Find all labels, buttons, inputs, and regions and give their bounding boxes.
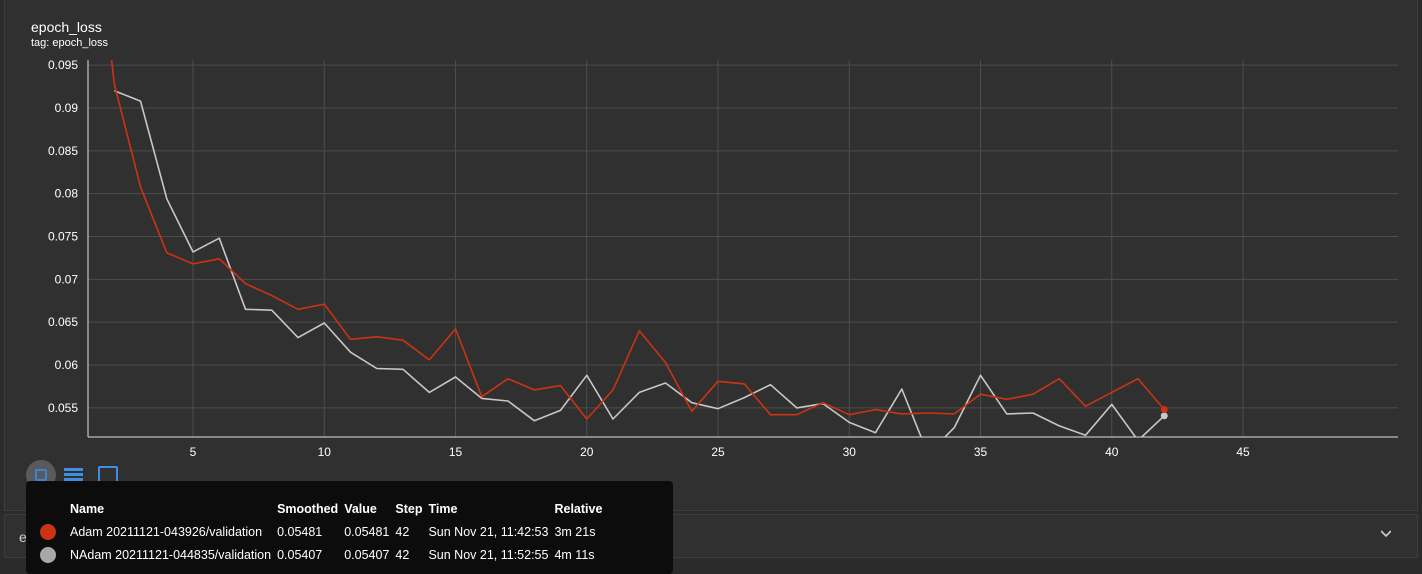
- x-tick-label: 35: [974, 445, 988, 459]
- row-value: 0.05481: [344, 524, 390, 539]
- x-tick-label: 25: [711, 445, 725, 459]
- y-tick-label: 0.075: [48, 230, 78, 244]
- x-tick-label: 15: [449, 445, 463, 459]
- row-step: 42: [395, 524, 410, 539]
- row-relative: 3m 21s: [554, 524, 596, 539]
- y-tick-label: 0.06: [55, 358, 79, 372]
- x-tick-label: 5: [190, 445, 197, 459]
- series-endpoint: [1160, 405, 1168, 413]
- row-relative: 4m 11s: [554, 547, 595, 562]
- series-color-dot: [40, 546, 56, 563]
- x-tick-label: 20: [580, 445, 594, 459]
- chart-title: epoch_loss: [31, 19, 102, 35]
- header-relative: Relative: [554, 502, 603, 516]
- tooltip-header-row: Name Smoothed Value Step Time Relative: [40, 498, 608, 520]
- y-tick-label: 0.07: [55, 272, 79, 286]
- header-name: Name: [70, 502, 105, 516]
- y-tick-label: 0.095: [48, 58, 78, 72]
- tooltip-row: Adam 20211121-043926/validation 0.05481 …: [40, 520, 608, 543]
- data-tooltip: Name Smoothed Value Step Time Relative A…: [26, 481, 673, 574]
- row-time: Sun Nov 21, 11:42:53: [428, 524, 549, 539]
- series-endpoint: [1160, 412, 1168, 420]
- y-tick-label: 0.08: [55, 187, 79, 201]
- x-tick-label: 45: [1236, 445, 1250, 459]
- toggle-log-scale-icon[interactable]: [60, 460, 90, 490]
- chart-tag: tag: epoch_loss: [31, 37, 109, 49]
- series-line: [114, 90, 1165, 437]
- y-tick-label: 0.085: [48, 144, 78, 158]
- y-tick-label: 0.055: [48, 401, 78, 415]
- row-time: Sun Nov 21, 11:52:55: [428, 547, 549, 562]
- row-smoothed: 0.05481: [277, 524, 323, 539]
- y-tick-label: 0.09: [55, 101, 79, 115]
- row-step: 42: [395, 547, 410, 562]
- series-color-dot: [40, 523, 56, 540]
- chevron-down-icon[interactable]: [1381, 529, 1391, 539]
- header-smoothed: Smoothed: [277, 502, 339, 516]
- header-time: Time: [428, 502, 458, 516]
- series-line: [110, 60, 1165, 420]
- row-smoothed: 0.05407: [277, 547, 323, 562]
- row-value: 0.05407: [344, 547, 390, 562]
- tooltip-table: Name Smoothed Value Step Time Relative A…: [40, 498, 608, 566]
- chart-card: epoch_loss tag: epoch_loss: [4, 0, 1418, 511]
- header-value: Value: [344, 502, 377, 516]
- tooltip-row: NAdam 20211121-044835/validation 0.05407…: [40, 543, 608, 566]
- x-tick-label: 40: [1105, 445, 1119, 459]
- y-tick-label: 0.065: [48, 315, 78, 329]
- header-step: Step: [395, 502, 423, 516]
- x-tick-label: 30: [843, 445, 857, 459]
- x-tick-label: 10: [318, 445, 332, 459]
- row-name: Adam 20211121-043926/validation: [70, 524, 263, 539]
- row-name: NAdam 20211121-044835/validation: [70, 547, 272, 562]
